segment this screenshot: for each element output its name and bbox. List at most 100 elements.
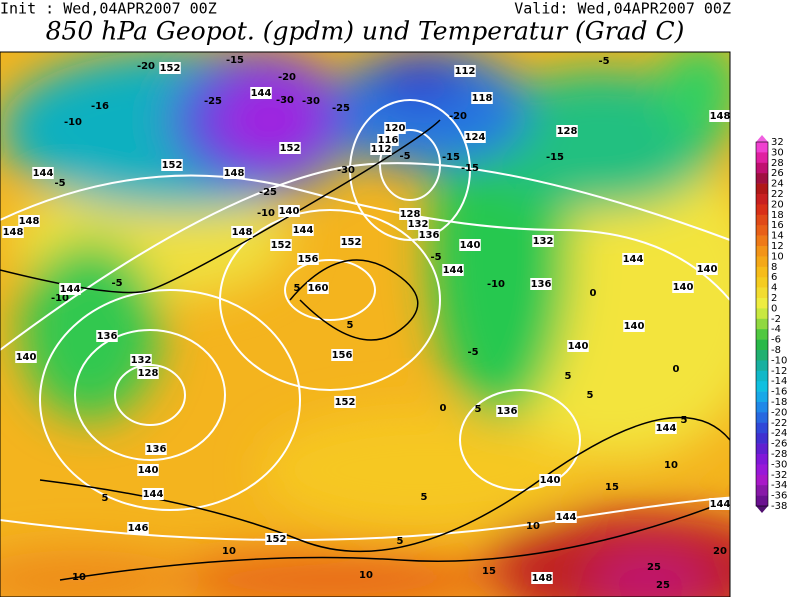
geopotential-label: 132 <box>533 236 554 247</box>
label-box <box>454 65 476 77</box>
geopotential-label: 132 <box>131 355 152 366</box>
geopotential-label: 140 <box>673 282 694 293</box>
colorbar-swatch <box>756 152 768 164</box>
geopotential-label: 160 <box>308 283 329 294</box>
geopotential-label: 140 <box>568 341 589 352</box>
label-box <box>622 253 644 265</box>
colorbar-label: 24 <box>771 179 784 190</box>
colorbar-swatch <box>756 412 768 424</box>
colorbar-swatch <box>756 173 768 184</box>
colorbar-label: 6 <box>771 272 777 283</box>
colorbar-label: -28 <box>771 449 787 460</box>
colorbar-swatch <box>756 381 768 392</box>
label-box <box>137 367 159 379</box>
colorbar-swatch <box>756 225 768 236</box>
colorbar-label: -30 <box>771 459 787 470</box>
colorbar-swatch <box>756 256 768 268</box>
geopotential-label: 148 <box>3 227 24 238</box>
label-box <box>709 498 730 510</box>
geopotential-label: 144 <box>60 284 81 295</box>
colorbar-swatch <box>756 474 768 486</box>
label-box <box>532 235 554 247</box>
geopotential-label: 144 <box>143 489 164 500</box>
geopotential-label: 124 <box>465 132 486 143</box>
geopotential-label: 152 <box>266 534 287 545</box>
label-box <box>130 354 152 366</box>
colorbar-label: -22 <box>771 418 787 429</box>
geopotential-label: 112 <box>371 144 392 155</box>
temperature-label: 0 <box>673 364 680 375</box>
label-box <box>250 87 272 99</box>
label-box <box>407 218 429 230</box>
colorbar-swatch <box>756 360 768 372</box>
label-box <box>567 340 589 352</box>
colorbar-label: -20 <box>771 407 787 418</box>
colorbar-swatch <box>756 422 768 434</box>
colorbar-label: -32 <box>771 470 787 481</box>
colorbar-swatch <box>756 194 768 205</box>
colorbar-swatch <box>756 391 768 403</box>
label-box <box>127 522 149 534</box>
geopotential-label: 136 <box>97 331 118 342</box>
colorbar-label: -6 <box>771 335 781 346</box>
label-box <box>418 229 440 241</box>
label-box <box>384 122 406 134</box>
temperature-label: -5 <box>430 252 441 263</box>
colorbar-label: -8 <box>771 345 781 356</box>
map-title: 850 hPa Geopot. (gpdm) und Temperatur (G… <box>46 17 685 46</box>
label-box <box>297 253 319 265</box>
colorbar-swatch <box>756 485 768 496</box>
geopotential-label: 132 <box>408 219 429 230</box>
colorbar-label: -12 <box>771 366 787 377</box>
temperature-label: -20 <box>278 72 296 83</box>
geopotential-label: 144 <box>623 254 644 265</box>
temperature-label: -10 <box>64 117 82 128</box>
label-box <box>459 239 481 251</box>
colorbar-swatch <box>756 454 768 465</box>
colorbar-swatch <box>756 308 768 320</box>
label-box <box>709 110 730 122</box>
geopotential-label: 152 <box>335 397 356 408</box>
geopotential-label: 144 <box>556 512 577 523</box>
temperature-label: -15 <box>546 152 564 163</box>
temperature-label: 0 <box>440 403 447 414</box>
label-box <box>18 215 40 227</box>
temperature-label: 5 <box>681 415 688 426</box>
geopotential-label: 144 <box>656 423 677 434</box>
colorbar-label: 10 <box>771 251 784 262</box>
geopotential-label: 152 <box>162 160 183 171</box>
geopotential-label: 146 <box>128 523 149 534</box>
label-box <box>334 396 356 408</box>
colorbar-swatch <box>756 402 768 413</box>
colorbar: 32302826242220181614121086420-2-4-6-8-10… <box>755 135 787 513</box>
label-box <box>623 320 645 332</box>
geopotential-label: 152 <box>271 240 292 251</box>
colorbar-swatch <box>756 443 768 455</box>
colorbar-label: -14 <box>771 376 787 387</box>
temperature-label: -5 <box>54 178 65 189</box>
colorbar-swatch <box>756 298 768 309</box>
label-box <box>96 330 118 342</box>
temperature-label: 5 <box>397 536 404 547</box>
label-box <box>530 278 552 290</box>
temperature-label: 10 <box>359 570 373 581</box>
label-box <box>270 239 292 251</box>
label-box <box>370 143 392 155</box>
geopotential-label: 140 <box>138 465 159 476</box>
temperature-contours <box>0 119 730 581</box>
label-box <box>464 131 486 143</box>
temperature-label: -20 <box>137 61 155 72</box>
colorbar-swatch <box>756 495 768 507</box>
geopotential-label: 144 <box>33 168 54 179</box>
label-box <box>471 92 493 104</box>
colorbar-label: -10 <box>771 355 787 366</box>
label-box <box>307 282 329 294</box>
label-box <box>15 351 37 363</box>
map: -20 152 -15 -20 144 -25 -30 -30 -25 112 -5 -16 118 -2… <box>0 52 730 597</box>
temperature-label: 5 <box>475 404 482 415</box>
geopotential-label: 148 <box>224 168 245 179</box>
label-box <box>531 572 553 584</box>
colorbar-label: -24 <box>771 428 787 439</box>
label-box <box>442 264 464 276</box>
